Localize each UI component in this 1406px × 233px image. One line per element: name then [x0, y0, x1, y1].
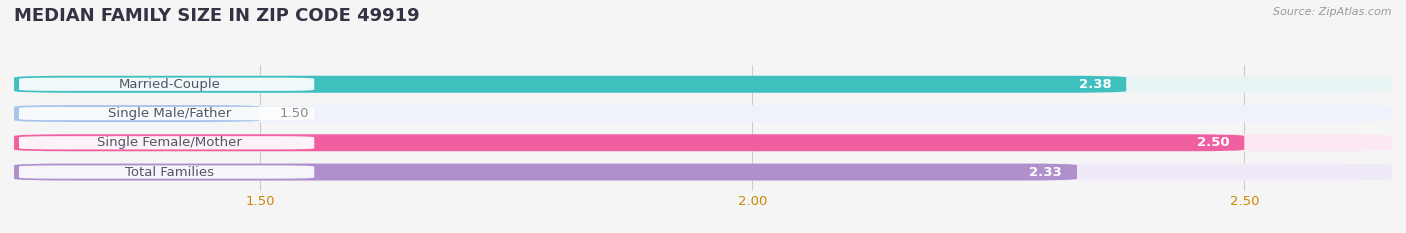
Text: Source: ZipAtlas.com: Source: ZipAtlas.com — [1274, 7, 1392, 17]
FancyBboxPatch shape — [14, 134, 1244, 151]
Text: MEDIAN FAMILY SIZE IN ZIP CODE 49919: MEDIAN FAMILY SIZE IN ZIP CODE 49919 — [14, 7, 419, 25]
FancyBboxPatch shape — [14, 76, 1392, 93]
FancyBboxPatch shape — [14, 76, 1126, 93]
FancyBboxPatch shape — [18, 165, 314, 179]
FancyBboxPatch shape — [14, 134, 1392, 151]
FancyBboxPatch shape — [18, 107, 314, 120]
Text: Total Families: Total Families — [125, 165, 214, 178]
Text: Single Male/Father: Single Male/Father — [108, 107, 231, 120]
Text: 2.50: 2.50 — [1197, 136, 1229, 149]
FancyBboxPatch shape — [18, 78, 314, 91]
Text: 2.33: 2.33 — [1029, 165, 1063, 178]
Text: Single Female/Mother: Single Female/Mother — [97, 136, 242, 149]
FancyBboxPatch shape — [18, 136, 314, 149]
Text: Married-Couple: Married-Couple — [118, 78, 221, 91]
Text: 1.50: 1.50 — [280, 107, 309, 120]
FancyBboxPatch shape — [14, 105, 1392, 122]
FancyBboxPatch shape — [14, 105, 260, 122]
Text: 2.38: 2.38 — [1078, 78, 1111, 91]
FancyBboxPatch shape — [14, 164, 1392, 181]
FancyBboxPatch shape — [14, 164, 1077, 181]
